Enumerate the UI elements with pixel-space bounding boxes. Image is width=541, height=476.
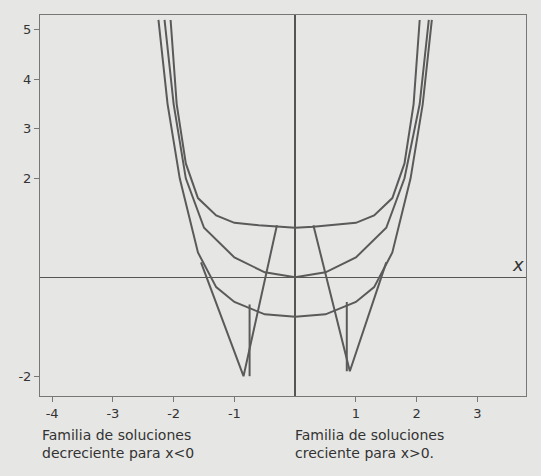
svg-text:-2: -2 <box>167 406 180 421</box>
svg-text:4: 4 <box>23 72 31 87</box>
svg-text:5: 5 <box>23 22 31 37</box>
svg-text:Familia de solucionescreciente: Familia de solucionescreciente para x>0. <box>295 427 444 461</box>
svg-text:3: 3 <box>473 406 481 421</box>
svg-text:1: 1 <box>352 406 360 421</box>
svg-text:-2: -2 <box>18 369 31 384</box>
svg-text:x: x <box>512 254 524 275</box>
svg-text:-1: -1 <box>228 406 241 421</box>
svg-text:2: 2 <box>23 171 31 186</box>
svg-text:2: 2 <box>413 406 421 421</box>
svg-text:3: 3 <box>23 121 31 136</box>
svg-text:-3: -3 <box>106 406 119 421</box>
svg-text:Familia de solucionesdecrecien: Familia de solucionesdecreciente para x<… <box>42 427 194 461</box>
svg-text:-4: -4 <box>46 406 59 421</box>
